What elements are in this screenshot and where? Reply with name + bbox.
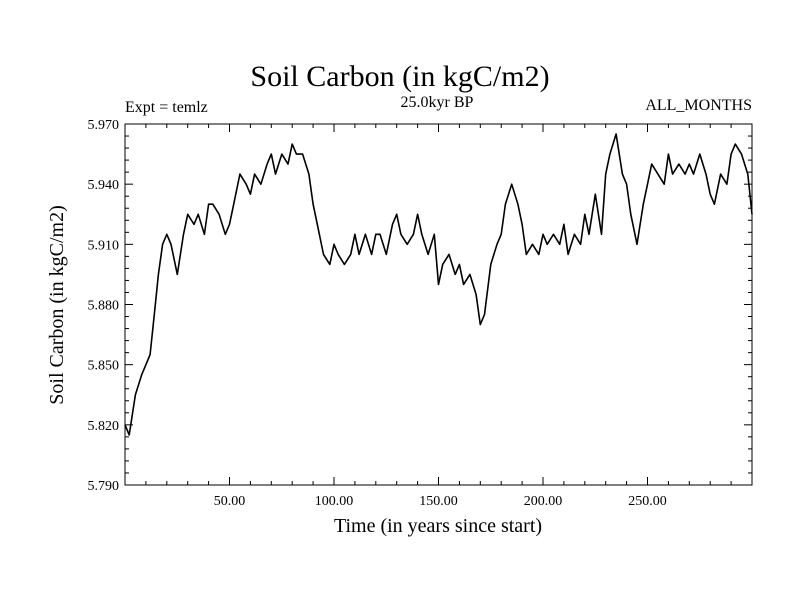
- x-axis-ticks: 50.00 100.00 150.00 200.00 250.00: [145, 124, 732, 509]
- y-tick-label: 5.910: [88, 238, 120, 253]
- x-tick-label: 250.00: [628, 494, 667, 509]
- y-axis-ticks: 5.790 5.820 5.850 5.880 5.910 5.940 5.970: [88, 118, 752, 494]
- y-tick-label: 5.970: [88, 118, 120, 133]
- x-tick-label: 150.00: [419, 494, 458, 509]
- months-label: ALL_MONTHS: [645, 97, 752, 114]
- y-tick-label: 5.790: [88, 479, 120, 494]
- y-tick-label: 5.850: [88, 359, 120, 374]
- plot-frame: [124, 123, 753, 486]
- chart-title: Soil Carbon (in kgC/m2): [250, 60, 549, 93]
- expt-label: Expt = temlz: [125, 99, 208, 116]
- x-axis-label: Time (in years since start): [334, 515, 542, 537]
- period-label: 25.0kyr BP: [401, 94, 474, 111]
- series-line-soil-carbon: [124, 133, 753, 436]
- y-tick-label: 5.940: [88, 178, 120, 193]
- x-tick-label: 200.00: [524, 494, 563, 509]
- x-tick-label: 50.00: [214, 494, 246, 509]
- y-tick-label: 5.880: [88, 299, 120, 314]
- y-tick-label: 5.820: [88, 419, 120, 434]
- x-tick-label: 100.00: [315, 494, 354, 509]
- y-axis-label: Soil Carbon (in kgC/m2): [46, 205, 68, 404]
